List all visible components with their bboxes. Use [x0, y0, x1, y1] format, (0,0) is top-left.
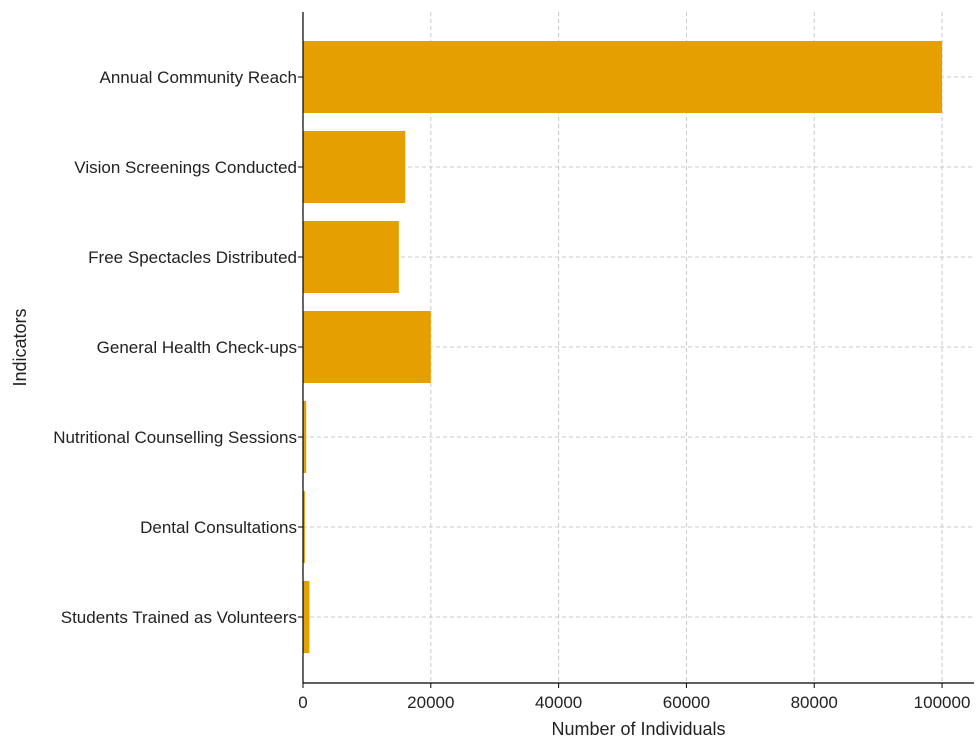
y-tick-label: Vision Screenings Conducted: [74, 158, 297, 177]
y-tick-label: Nutritional Counselling Sessions: [53, 428, 297, 447]
y-tick-label: General Health Check-ups: [97, 338, 297, 357]
bar: [303, 491, 305, 563]
y-axis-title: Indicators: [10, 308, 30, 386]
bar: [303, 221, 399, 293]
x-tick-label: 40000: [535, 693, 582, 712]
x-tick-label: 80000: [791, 693, 838, 712]
x-axis-ticks: 0 20000 40000 60000 80000 100000: [298, 683, 970, 712]
y-axis-ticks: Annual Community Reach Vision Screenings …: [53, 68, 303, 627]
bar: [303, 311, 431, 383]
x-axis-title: Number of Individuals: [551, 719, 725, 739]
y-tick-label: Annual Community Reach: [100, 68, 297, 87]
bar: [303, 401, 307, 473]
y-tick-label: Dental Consultations: [140, 518, 297, 537]
y-tick-label: Students Trained as Volunteers: [61, 608, 297, 627]
bar: [303, 131, 406, 203]
x-tick-label: 20000: [407, 693, 454, 712]
x-tick-label: 0: [298, 693, 307, 712]
x-tick-label: 100000: [914, 693, 971, 712]
x-tick-label: 60000: [663, 693, 710, 712]
bars: [303, 41, 943, 653]
bar: [303, 581, 310, 653]
y-tick-label: Free Spectacles Distributed: [88, 248, 297, 267]
bar: [303, 41, 943, 113]
